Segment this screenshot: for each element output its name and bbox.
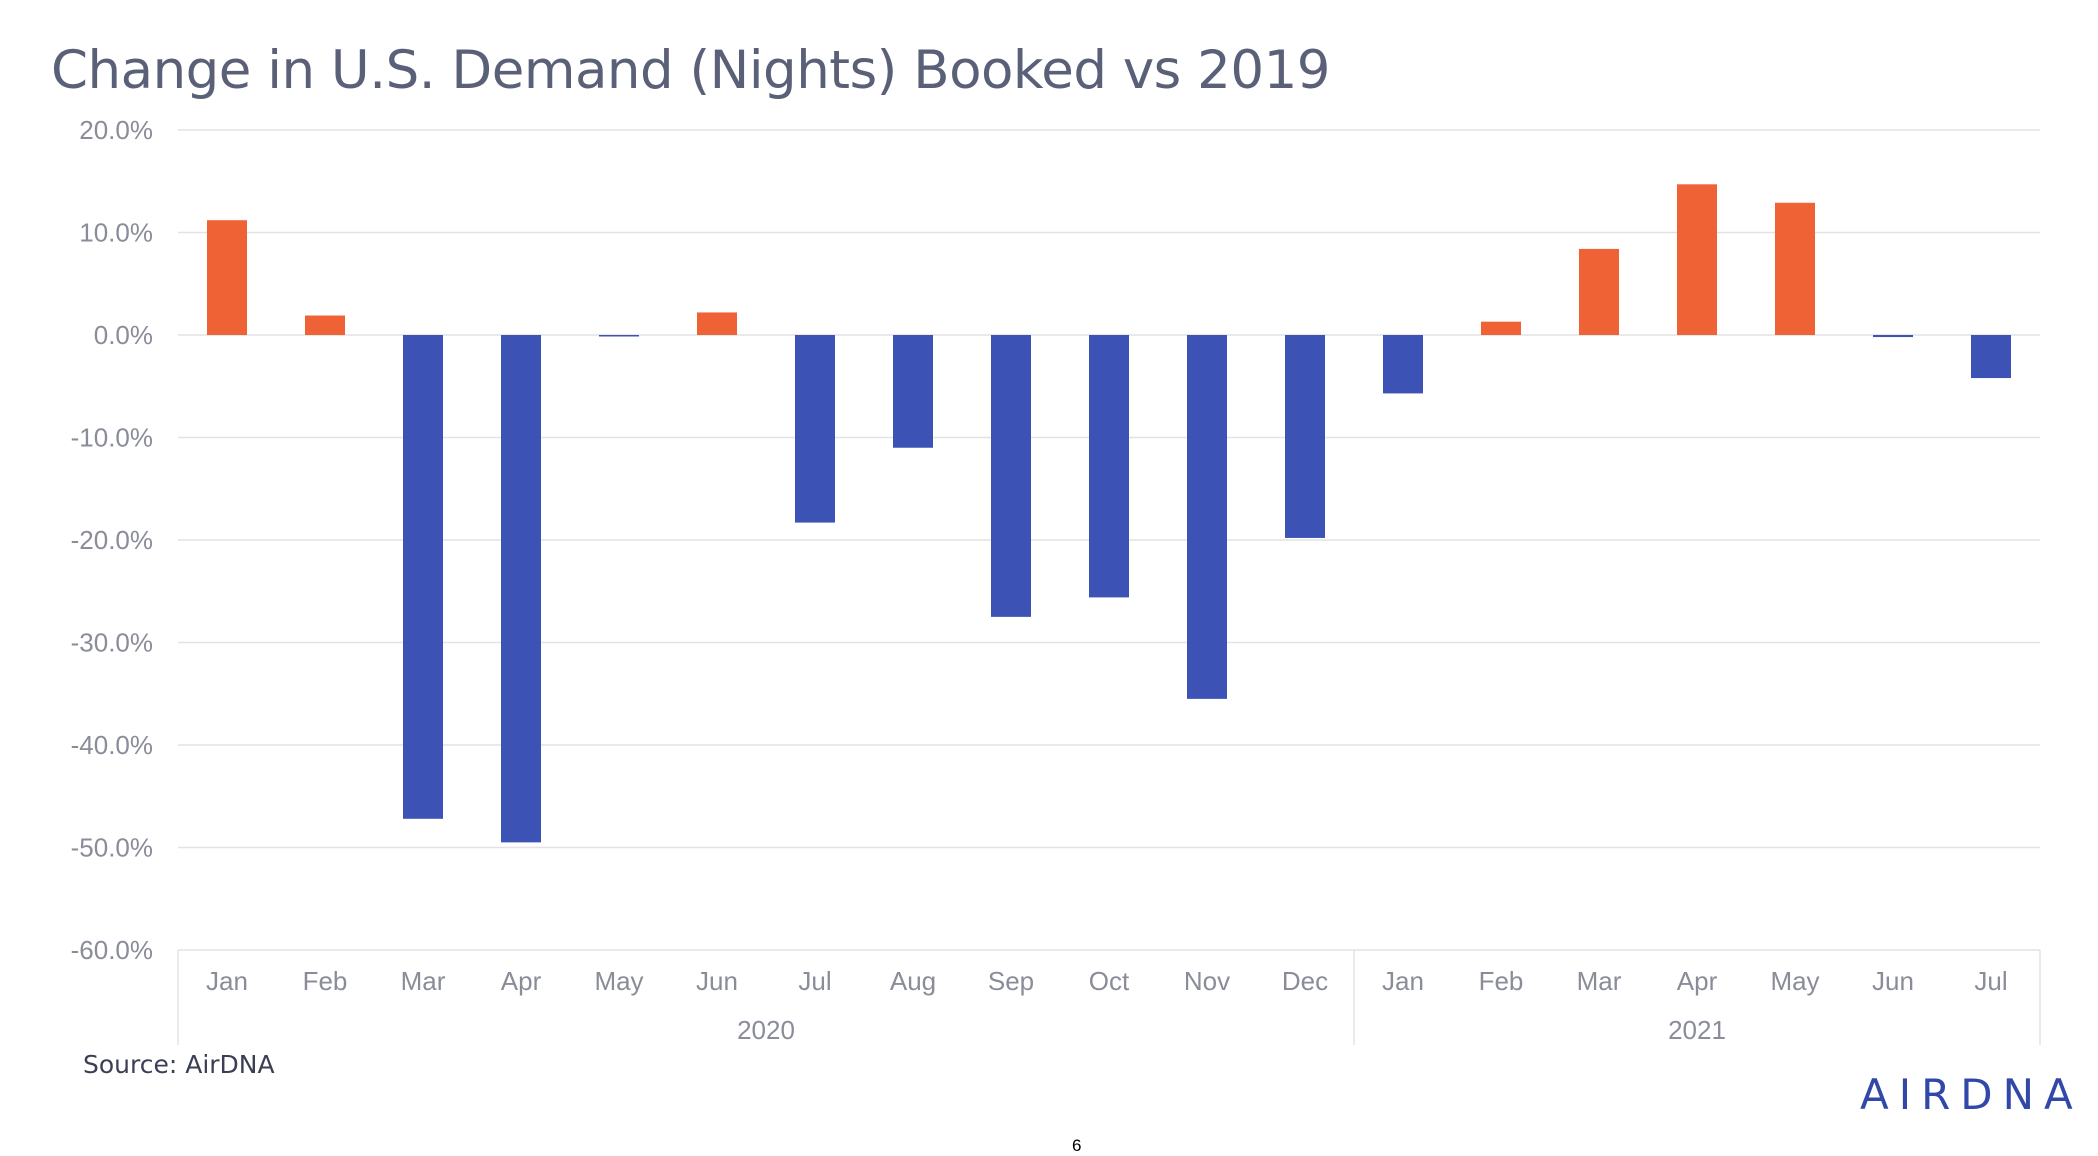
bar: [1481, 321, 1521, 335]
x-tick-label: Nov: [1184, 966, 1230, 996]
x-tick-label: Apr: [501, 966, 542, 996]
x-tick-label: Aug: [890, 966, 936, 996]
y-tick-label: 0.0%: [94, 320, 153, 350]
y-tick-label: 10.0%: [79, 218, 153, 248]
x-tick-label: Sep: [988, 966, 1034, 996]
bar: [1971, 335, 2011, 379]
x-tick-label: Mar: [401, 966, 446, 996]
y-tick-label: -50.0%: [71, 833, 153, 863]
bar-chart: 20.0% 10.0% 0.0% -10.0% -20.0% -30.0% -40.0% -5…: [71, 115, 2041, 1045]
bar: [697, 312, 737, 335]
bar: [1677, 184, 1717, 335]
x-tick-label: May: [594, 966, 643, 996]
year-label: 2020: [737, 1015, 795, 1045]
bar: [1089, 335, 1129, 598]
bar: [403, 335, 443, 819]
bar: [501, 335, 541, 843]
x-tick-label: Jul: [798, 966, 831, 996]
bar: [1383, 335, 1423, 394]
bar: [305, 315, 345, 335]
bar: [991, 335, 1031, 617]
x-tick-label: Jun: [696, 966, 738, 996]
y-tick-label: -10.0%: [71, 423, 153, 453]
x-tick-label: Feb: [303, 966, 348, 996]
page-number: 6: [1072, 1136, 1082, 1155]
x-tick-label: Oct: [1089, 966, 1130, 996]
source-note: Source: AirDNA: [83, 1050, 275, 1079]
bar: [1187, 335, 1227, 699]
bar: [599, 335, 639, 337]
x-tick-label: May: [1770, 966, 1819, 996]
y-tick-label: 20.0%: [79, 115, 153, 145]
x-tick-label: Mar: [1577, 966, 1622, 996]
x-tick-label: Jul: [1974, 966, 2007, 996]
x-tick-label: Apr: [1677, 966, 1718, 996]
bar: [1775, 202, 1815, 335]
x-tick-label: Dec: [1282, 966, 1328, 996]
chart-title: Change in U.S. Demand (Nights) Booked vs…: [51, 40, 1331, 101]
bar: [1285, 335, 1325, 538]
y-tick-label: -20.0%: [71, 525, 153, 555]
x-tick-label: Feb: [1479, 966, 1524, 996]
year-label: 2021: [1668, 1015, 1726, 1045]
bar: [1579, 248, 1619, 335]
y-tick-label: -30.0%: [71, 628, 153, 658]
bar: [1873, 335, 1913, 338]
bar: [893, 335, 933, 448]
bar: [795, 335, 835, 523]
y-tick-label: -60.0%: [71, 935, 153, 965]
airdna-logo: AIRDNA: [1860, 1070, 2083, 1119]
x-tick-label: Jan: [206, 966, 248, 996]
y-tick-label: -40.0%: [71, 730, 153, 760]
x-tick-label: Jun: [1872, 966, 1914, 996]
bar: [207, 220, 247, 335]
x-tick-label: Jan: [1382, 966, 1424, 996]
